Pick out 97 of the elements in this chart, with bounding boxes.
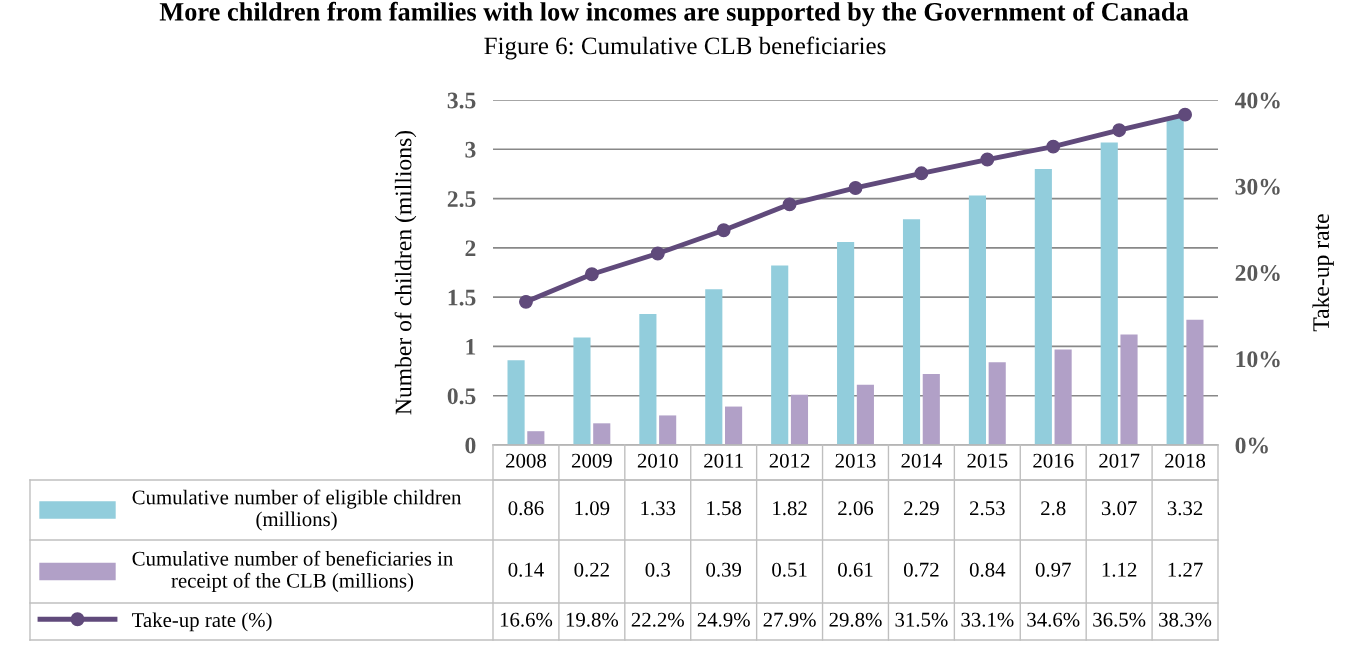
y-tick-label: 0.5 bbox=[447, 388, 476, 405]
bar bbox=[968, 195, 986, 445]
x-tick-label: 2016 bbox=[1033, 453, 1074, 468]
bar bbox=[837, 241, 855, 445]
data-label: 0.51 bbox=[772, 562, 807, 577]
y-tick-label: 1 bbox=[466, 339, 476, 355]
data-label: 1.12 bbox=[1102, 562, 1137, 577]
bar bbox=[771, 265, 789, 445]
x-tick-label: 2011 bbox=[704, 453, 743, 468]
data-label: 1.09 bbox=[575, 501, 610, 516]
data-label: 34.6% bbox=[1027, 612, 1080, 627]
y-tick-label: 2 bbox=[465, 240, 476, 257]
y-tick-label: 1.5 bbox=[448, 289, 476, 306]
chart-title: More children from families with low incomes are supported by the Government of Canada bbox=[159, 1, 1189, 27]
legend-label: Cumulative number of eligible children (millions) bbox=[132, 489, 462, 531]
y-tick-label: 3 bbox=[465, 141, 476, 158]
data-label: 0.72 bbox=[903, 562, 939, 577]
point bbox=[782, 197, 797, 212]
y2-axis-title: Take-up rate bbox=[1312, 214, 1334, 332]
y2-tick-label: 20% bbox=[1235, 264, 1280, 281]
data-label: 0.86 bbox=[508, 501, 544, 516]
point bbox=[1112, 123, 1127, 138]
data-label: 29.8% bbox=[829, 612, 882, 627]
data-label: 2.06 bbox=[838, 501, 874, 516]
data-label: 22.2% bbox=[631, 612, 684, 627]
data-label: 0.39 bbox=[706, 562, 742, 577]
data-label: 0.97 bbox=[1035, 562, 1071, 577]
x-tick-label: 2017 bbox=[1099, 453, 1140, 468]
bar bbox=[988, 362, 1006, 445]
bar bbox=[593, 423, 611, 445]
y2-tick-label: 30% bbox=[1235, 178, 1280, 195]
data-label: 24.9% bbox=[697, 612, 750, 627]
x-tick-label: 2009 bbox=[571, 453, 612, 468]
data-label: 0.22 bbox=[574, 562, 609, 577]
bar bbox=[902, 219, 921, 445]
data-label: 31.5% bbox=[895, 612, 948, 627]
data-label: 1.58 bbox=[707, 501, 742, 516]
bar bbox=[1100, 142, 1118, 445]
x-tick-label: 2013 bbox=[835, 453, 876, 468]
bar bbox=[1186, 319, 1204, 445]
y-tick-label: 2.5 bbox=[447, 191, 476, 208]
bar bbox=[507, 360, 525, 445]
data-label: 33.1% bbox=[961, 612, 1014, 627]
point bbox=[848, 181, 863, 195]
bar bbox=[705, 289, 723, 445]
bar bbox=[1166, 117, 1184, 445]
data-label: 2.53 bbox=[970, 501, 1005, 516]
point bbox=[1178, 107, 1192, 122]
data-label: 38.3% bbox=[1159, 612, 1212, 627]
legend-label: Take-up rate (%) bbox=[132, 612, 272, 632]
bar bbox=[1054, 349, 1072, 445]
x-tick-label: 2015 bbox=[967, 453, 1008, 468]
data-label: 19.8% bbox=[566, 612, 619, 627]
data-label: 1.82 bbox=[773, 501, 807, 516]
point bbox=[584, 267, 599, 282]
y2-tick-label: 10% bbox=[1236, 351, 1280, 368]
y-tick-label: 3.5 bbox=[447, 92, 476, 109]
data-label: 16.6% bbox=[500, 612, 553, 627]
point bbox=[980, 152, 995, 167]
data-label: 0.61 bbox=[838, 562, 873, 577]
point bbox=[650, 246, 665, 261]
x-tick-label: 2018 bbox=[1165, 453, 1206, 468]
data-label: 2.8 bbox=[1041, 501, 1066, 516]
point bbox=[519, 294, 533, 309]
x-tick-label: 2008 bbox=[506, 453, 546, 468]
point bbox=[716, 223, 731, 238]
x-tick-label: 2014 bbox=[901, 453, 942, 468]
bar bbox=[1034, 169, 1052, 445]
data-label: 0.3 bbox=[645, 562, 670, 577]
y-tick-label: 0 bbox=[465, 437, 476, 454]
data-label: 27.9% bbox=[763, 612, 816, 627]
data-label: 36.5% bbox=[1093, 612, 1146, 627]
data-label: 0.14 bbox=[508, 562, 544, 577]
x-tick-label: 2010 bbox=[637, 453, 678, 468]
bar bbox=[922, 374, 940, 445]
bar bbox=[725, 406, 743, 445]
point bbox=[914, 166, 929, 181]
y-axis-title: Number of children (millions) bbox=[394, 130, 417, 415]
data-label: 1.33 bbox=[641, 501, 676, 516]
x-tick-label: 2012 bbox=[769, 453, 810, 468]
data-label: 2.29 bbox=[904, 501, 939, 516]
data-label: 3.32 bbox=[1167, 501, 1203, 516]
bar bbox=[1120, 334, 1138, 445]
data-label: 0.84 bbox=[969, 562, 1006, 577]
legend-label: Cumulative number of beneficiaries in receipt of the CLB (millions) bbox=[132, 550, 454, 592]
y2-tick-label: 0% bbox=[1235, 437, 1268, 454]
data-label: 3.07 bbox=[1101, 501, 1137, 516]
data-label: 1.27 bbox=[1168, 562, 1203, 577]
bar bbox=[527, 431, 545, 445]
bar bbox=[790, 394, 809, 445]
bar bbox=[856, 384, 874, 445]
bar bbox=[659, 415, 677, 445]
bar bbox=[639, 313, 657, 445]
y2-tick-label: 40% bbox=[1234, 92, 1280, 109]
chart-subtitle: Figure 6: Cumulative CLB beneficiaries bbox=[484, 36, 886, 60]
bar bbox=[573, 337, 591, 445]
point bbox=[1046, 139, 1061, 154]
